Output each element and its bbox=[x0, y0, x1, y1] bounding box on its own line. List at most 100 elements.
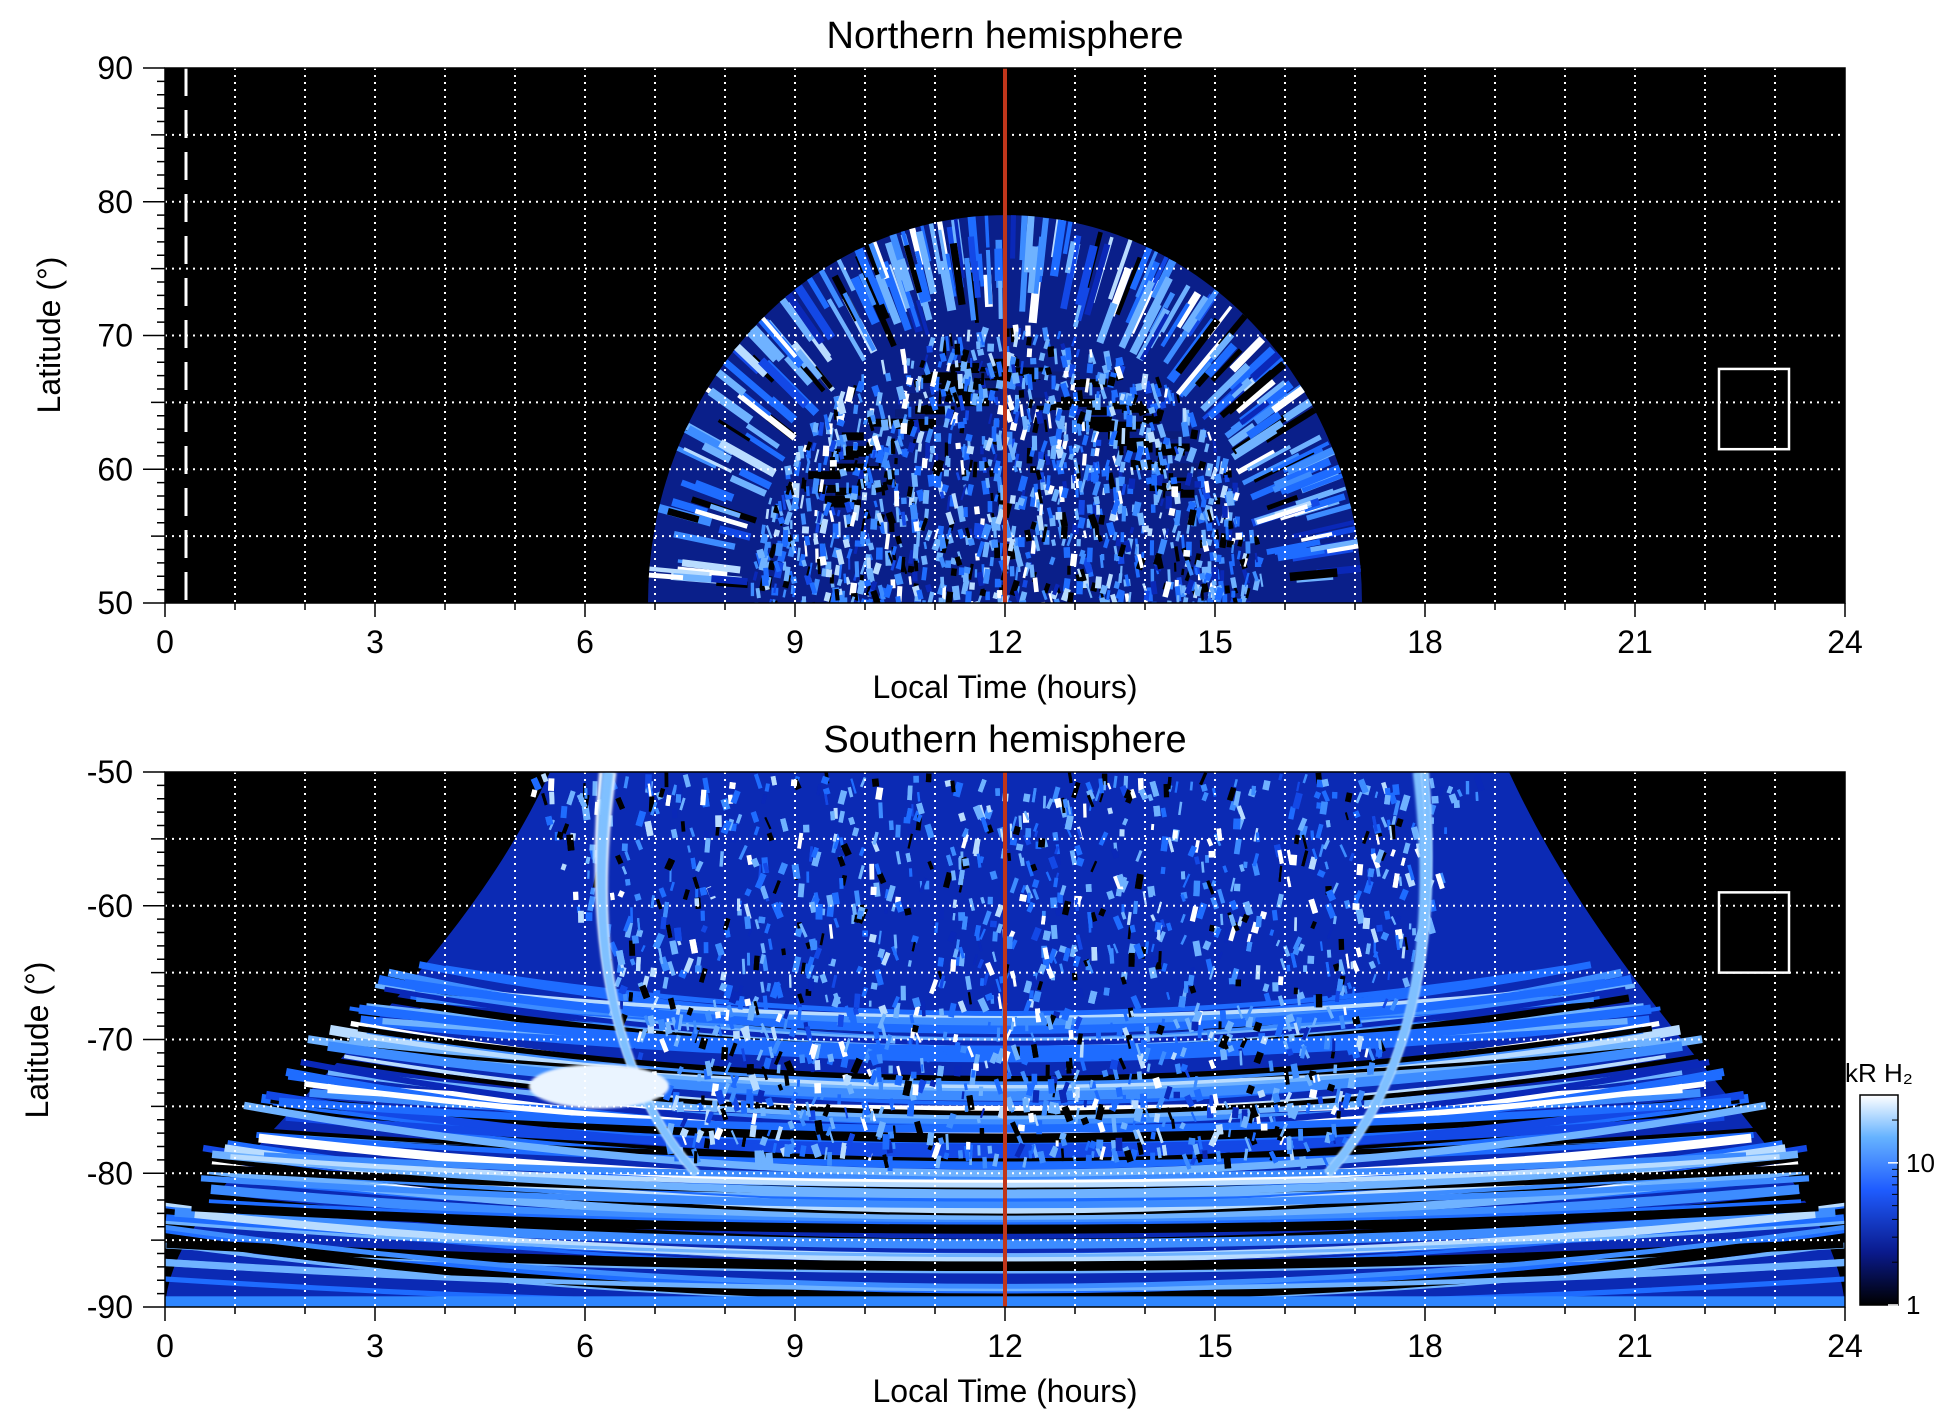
north-speckle bbox=[832, 450, 838, 460]
south-speckle bbox=[980, 978, 985, 986]
south-speckle bbox=[1129, 788, 1137, 799]
south-speckle bbox=[1180, 913, 1186, 923]
north-speckle bbox=[1107, 472, 1116, 490]
south-speckle bbox=[831, 892, 840, 905]
south-speckle bbox=[1286, 849, 1293, 865]
north-arc-streak bbox=[718, 439, 777, 478]
south-speckle bbox=[1079, 1041, 1084, 1058]
south-speckle bbox=[887, 1156, 893, 1172]
north-speckle bbox=[1089, 382, 1093, 396]
south-speckle bbox=[1174, 781, 1179, 793]
north-speckle bbox=[1204, 600, 1209, 603]
south-speckle bbox=[619, 1001, 624, 1010]
south-speckle bbox=[1045, 798, 1054, 810]
south-speckle bbox=[946, 1112, 957, 1129]
south-speckle bbox=[658, 887, 667, 898]
south-speckle bbox=[1178, 801, 1183, 816]
south-speckle bbox=[1357, 778, 1369, 794]
south-speckle bbox=[907, 785, 913, 801]
north-speckle bbox=[1252, 570, 1259, 582]
north-speckle bbox=[991, 539, 999, 549]
south-speckle bbox=[924, 823, 935, 839]
south-speckle bbox=[895, 851, 902, 865]
south-speckle bbox=[916, 791, 921, 802]
south-speckle bbox=[1095, 1027, 1102, 1039]
south-speckle bbox=[1139, 971, 1148, 984]
south-speckle bbox=[1278, 865, 1283, 882]
south-speckle bbox=[1045, 1015, 1054, 1030]
north-speckle bbox=[996, 434, 1003, 451]
south-speckle bbox=[747, 921, 756, 937]
south-speckle bbox=[1384, 910, 1391, 920]
south-speckle bbox=[682, 773, 691, 788]
south-speckle bbox=[624, 922, 633, 938]
south-speckle bbox=[1332, 915, 1337, 925]
south-speckle bbox=[955, 939, 960, 950]
north-dark-band-cell bbox=[1158, 489, 1181, 498]
south-speckle bbox=[644, 820, 654, 837]
south-speckle bbox=[1315, 994, 1323, 1008]
north-speckle bbox=[894, 439, 903, 455]
south-speckle bbox=[1316, 802, 1321, 809]
south-speckle bbox=[1131, 1119, 1136, 1130]
south-speckle bbox=[1272, 982, 1279, 992]
north-speckle bbox=[1009, 566, 1015, 577]
north-speckle bbox=[882, 460, 891, 470]
south-speckle bbox=[832, 833, 838, 842]
north-dark-band-cell bbox=[1108, 431, 1130, 440]
south-speckle bbox=[1180, 1063, 1189, 1073]
south-speckle bbox=[1399, 888, 1409, 901]
south-speckle bbox=[585, 912, 593, 921]
south-speckle bbox=[847, 786, 854, 798]
y-tick-label: 80 bbox=[97, 184, 133, 220]
south-speckle bbox=[1123, 789, 1132, 799]
x-tick-label: 12 bbox=[987, 624, 1023, 660]
north-speckle bbox=[989, 469, 994, 477]
north-speckle bbox=[1158, 512, 1163, 519]
south-speckle bbox=[744, 998, 752, 1007]
north-dark-band-cell bbox=[1036, 402, 1070, 411]
north-speckle bbox=[960, 360, 968, 372]
south-speckle bbox=[921, 1064, 924, 1072]
south-speckle bbox=[1126, 911, 1132, 926]
north-speckle bbox=[1240, 584, 1246, 597]
south-speckle bbox=[1189, 781, 1194, 791]
north-speckle bbox=[798, 553, 806, 567]
north-dark-band-cell bbox=[808, 471, 841, 480]
north-speckle bbox=[870, 414, 877, 423]
south-speckle bbox=[1341, 1092, 1352, 1109]
south-speckle bbox=[1292, 946, 1301, 956]
south-speckle bbox=[957, 1000, 967, 1013]
north-speckle bbox=[1013, 545, 1022, 558]
north-speckle bbox=[954, 360, 959, 368]
south-speckle bbox=[961, 833, 969, 849]
south-speckle bbox=[1119, 829, 1125, 837]
south-speckle bbox=[1017, 1124, 1025, 1132]
north-speckle bbox=[976, 571, 985, 587]
south-speckle bbox=[1217, 888, 1226, 904]
north-arc-streak bbox=[1062, 221, 1073, 255]
south-speckle bbox=[858, 864, 865, 880]
north-arc-streak bbox=[732, 348, 760, 375]
north-arc-streak bbox=[681, 559, 741, 574]
south-speckle bbox=[637, 1051, 644, 1061]
south-speckle bbox=[1355, 1097, 1363, 1108]
north-speckle bbox=[1081, 453, 1087, 466]
south-speckle bbox=[1355, 947, 1363, 958]
north-speckle bbox=[1159, 401, 1167, 410]
south-speckle bbox=[895, 824, 901, 838]
south-speckle bbox=[1087, 911, 1093, 929]
south-speckle bbox=[1133, 900, 1138, 915]
north-speckle bbox=[857, 393, 863, 403]
north-speckle bbox=[805, 460, 811, 474]
north-speckle bbox=[979, 332, 985, 346]
north-speckle bbox=[773, 529, 781, 537]
south-speckle bbox=[982, 910, 992, 926]
south-speckle bbox=[724, 927, 731, 938]
north-speckle bbox=[784, 465, 793, 476]
south-speckle bbox=[1106, 890, 1115, 900]
south-speckle bbox=[1391, 915, 1402, 931]
south-speckle bbox=[967, 1045, 974, 1058]
south-speckle bbox=[900, 985, 906, 1001]
north-speckle bbox=[817, 511, 822, 524]
